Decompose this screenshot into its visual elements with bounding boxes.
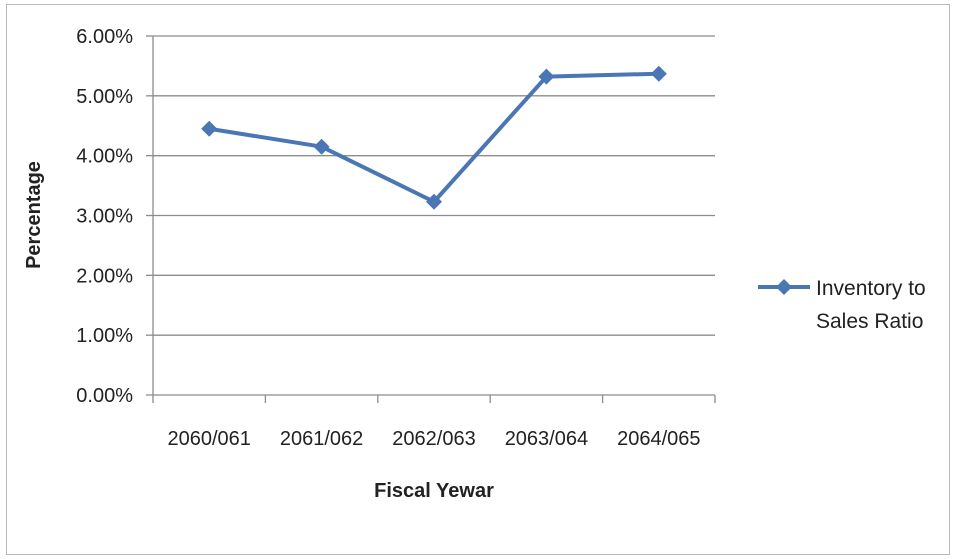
y-tick-label: 3.00% xyxy=(76,206,133,228)
y-axis-title: Percentage xyxy=(23,161,45,269)
legend: Inventory to Sales Ratio xyxy=(758,277,926,333)
y-tick-label: 0.00% xyxy=(76,385,133,407)
x-tick-label: 2064/065 xyxy=(617,428,700,450)
legend-label-line-1: Inventory to xyxy=(816,277,926,300)
legend-label-line-2: Sales Ratio xyxy=(816,310,923,333)
y-tick-label: 6.00% xyxy=(76,26,133,48)
gridlines xyxy=(153,35,715,336)
x-tick-label: 2062/063 xyxy=(392,428,475,450)
data-point-marker xyxy=(538,68,555,85)
x-tick-labels: 2060/061 2061/062 2062/063 2063/064 2064/065 xyxy=(167,428,700,450)
y-tick-label: 2.00% xyxy=(76,265,133,287)
data-point-marker xyxy=(426,193,442,210)
y-tick-label: 1.00% xyxy=(76,325,133,347)
series-line xyxy=(208,71,659,204)
series xyxy=(201,65,667,210)
axes xyxy=(146,35,716,403)
x-tick-label: 2063/064 xyxy=(505,428,588,450)
x-tick-label: 2060/061 xyxy=(167,428,250,450)
y-tick-label: 5.00% xyxy=(76,86,133,108)
y-tick-labels: 0.00% 1.00% 2.00% 3.00% 4.00% 5.00% 6.00% xyxy=(76,26,133,407)
x-axis-title: Fiscal Yewar xyxy=(374,480,494,502)
x-tick-label: 2061/062 xyxy=(280,428,363,450)
data-point-marker xyxy=(650,65,667,82)
data-point-marker xyxy=(313,138,330,155)
y-tick-label: 4.00% xyxy=(76,146,133,168)
data-point-marker xyxy=(201,120,218,137)
legend-marker xyxy=(776,279,792,295)
